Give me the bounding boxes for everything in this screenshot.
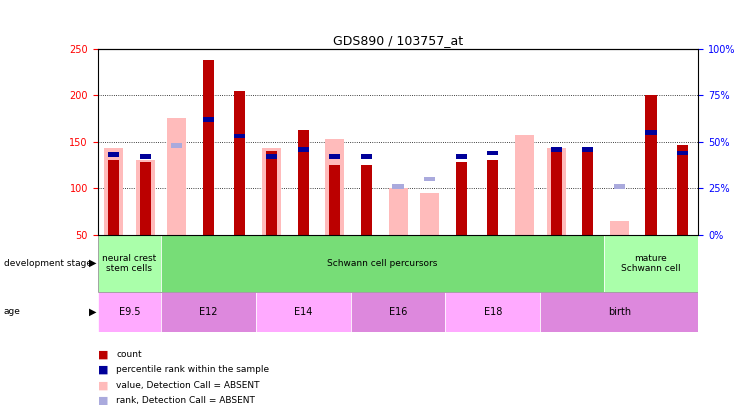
Bar — [393, 184, 403, 189]
Bar — [547, 148, 566, 235]
Bar — [98, 292, 161, 332]
Bar — [677, 145, 688, 235]
Text: ■: ■ — [98, 396, 108, 405]
Text: E9.5: E9.5 — [119, 307, 140, 317]
Bar — [297, 147, 309, 151]
Bar — [361, 165, 372, 235]
Bar — [445, 292, 540, 332]
Text: count: count — [116, 350, 142, 359]
Text: ■: ■ — [98, 380, 108, 390]
Bar — [108, 152, 119, 157]
Bar — [388, 188, 408, 235]
Bar — [582, 148, 593, 235]
Bar — [361, 154, 372, 159]
Text: E18: E18 — [484, 307, 502, 317]
Bar — [161, 292, 256, 332]
Text: neural crest
stem cells: neural crest stem cells — [102, 254, 156, 273]
Text: mature
Schwann cell: mature Schwann cell — [621, 254, 681, 273]
Bar — [614, 184, 625, 189]
Bar — [325, 139, 344, 235]
Bar — [645, 95, 656, 235]
Bar — [266, 154, 277, 159]
Bar — [203, 60, 214, 235]
Text: age: age — [4, 307, 20, 316]
Bar — [645, 130, 656, 135]
Bar — [234, 91, 246, 235]
Text: Schwann cell percursors: Schwann cell percursors — [327, 259, 437, 268]
Text: value, Detection Call = ABSENT: value, Detection Call = ABSENT — [116, 381, 260, 390]
Text: E14: E14 — [294, 307, 312, 317]
Bar — [104, 148, 123, 235]
Bar — [550, 151, 562, 235]
Bar — [677, 151, 688, 155]
Bar — [136, 160, 155, 235]
Bar — [262, 148, 281, 235]
Bar — [550, 147, 562, 151]
Text: rank, Detection Call = ABSENT: rank, Detection Call = ABSENT — [116, 396, 255, 405]
Bar — [108, 160, 119, 235]
Text: E12: E12 — [199, 307, 218, 317]
Bar — [297, 130, 309, 235]
Text: percentile rank within the sample: percentile rank within the sample — [116, 365, 270, 374]
Text: ■: ■ — [98, 350, 108, 359]
Bar — [420, 193, 439, 235]
Bar — [266, 151, 277, 235]
Bar — [351, 292, 445, 332]
Bar — [424, 177, 435, 181]
Text: development stage: development stage — [4, 259, 92, 268]
Bar — [487, 151, 499, 155]
Text: birth: birth — [608, 307, 631, 317]
Bar — [515, 135, 534, 235]
Bar — [171, 143, 182, 148]
Bar — [161, 235, 604, 292]
Bar — [140, 162, 151, 235]
Bar — [234, 134, 246, 139]
Bar — [456, 154, 467, 159]
Bar — [456, 162, 467, 235]
Text: ▶: ▶ — [89, 258, 96, 268]
Bar — [610, 221, 629, 235]
Bar — [487, 160, 499, 235]
Bar — [203, 117, 214, 122]
Text: ▶: ▶ — [89, 307, 96, 317]
Bar — [140, 154, 151, 159]
Bar — [167, 119, 186, 235]
Bar — [604, 235, 698, 292]
Bar — [98, 235, 161, 292]
Text: ■: ■ — [98, 365, 108, 375]
Text: E16: E16 — [389, 307, 407, 317]
Bar — [540, 292, 698, 332]
Title: GDS890 / 103757_at: GDS890 / 103757_at — [333, 34, 463, 47]
Bar — [256, 292, 351, 332]
Bar — [329, 154, 340, 159]
Bar — [582, 147, 593, 151]
Bar — [329, 165, 340, 235]
